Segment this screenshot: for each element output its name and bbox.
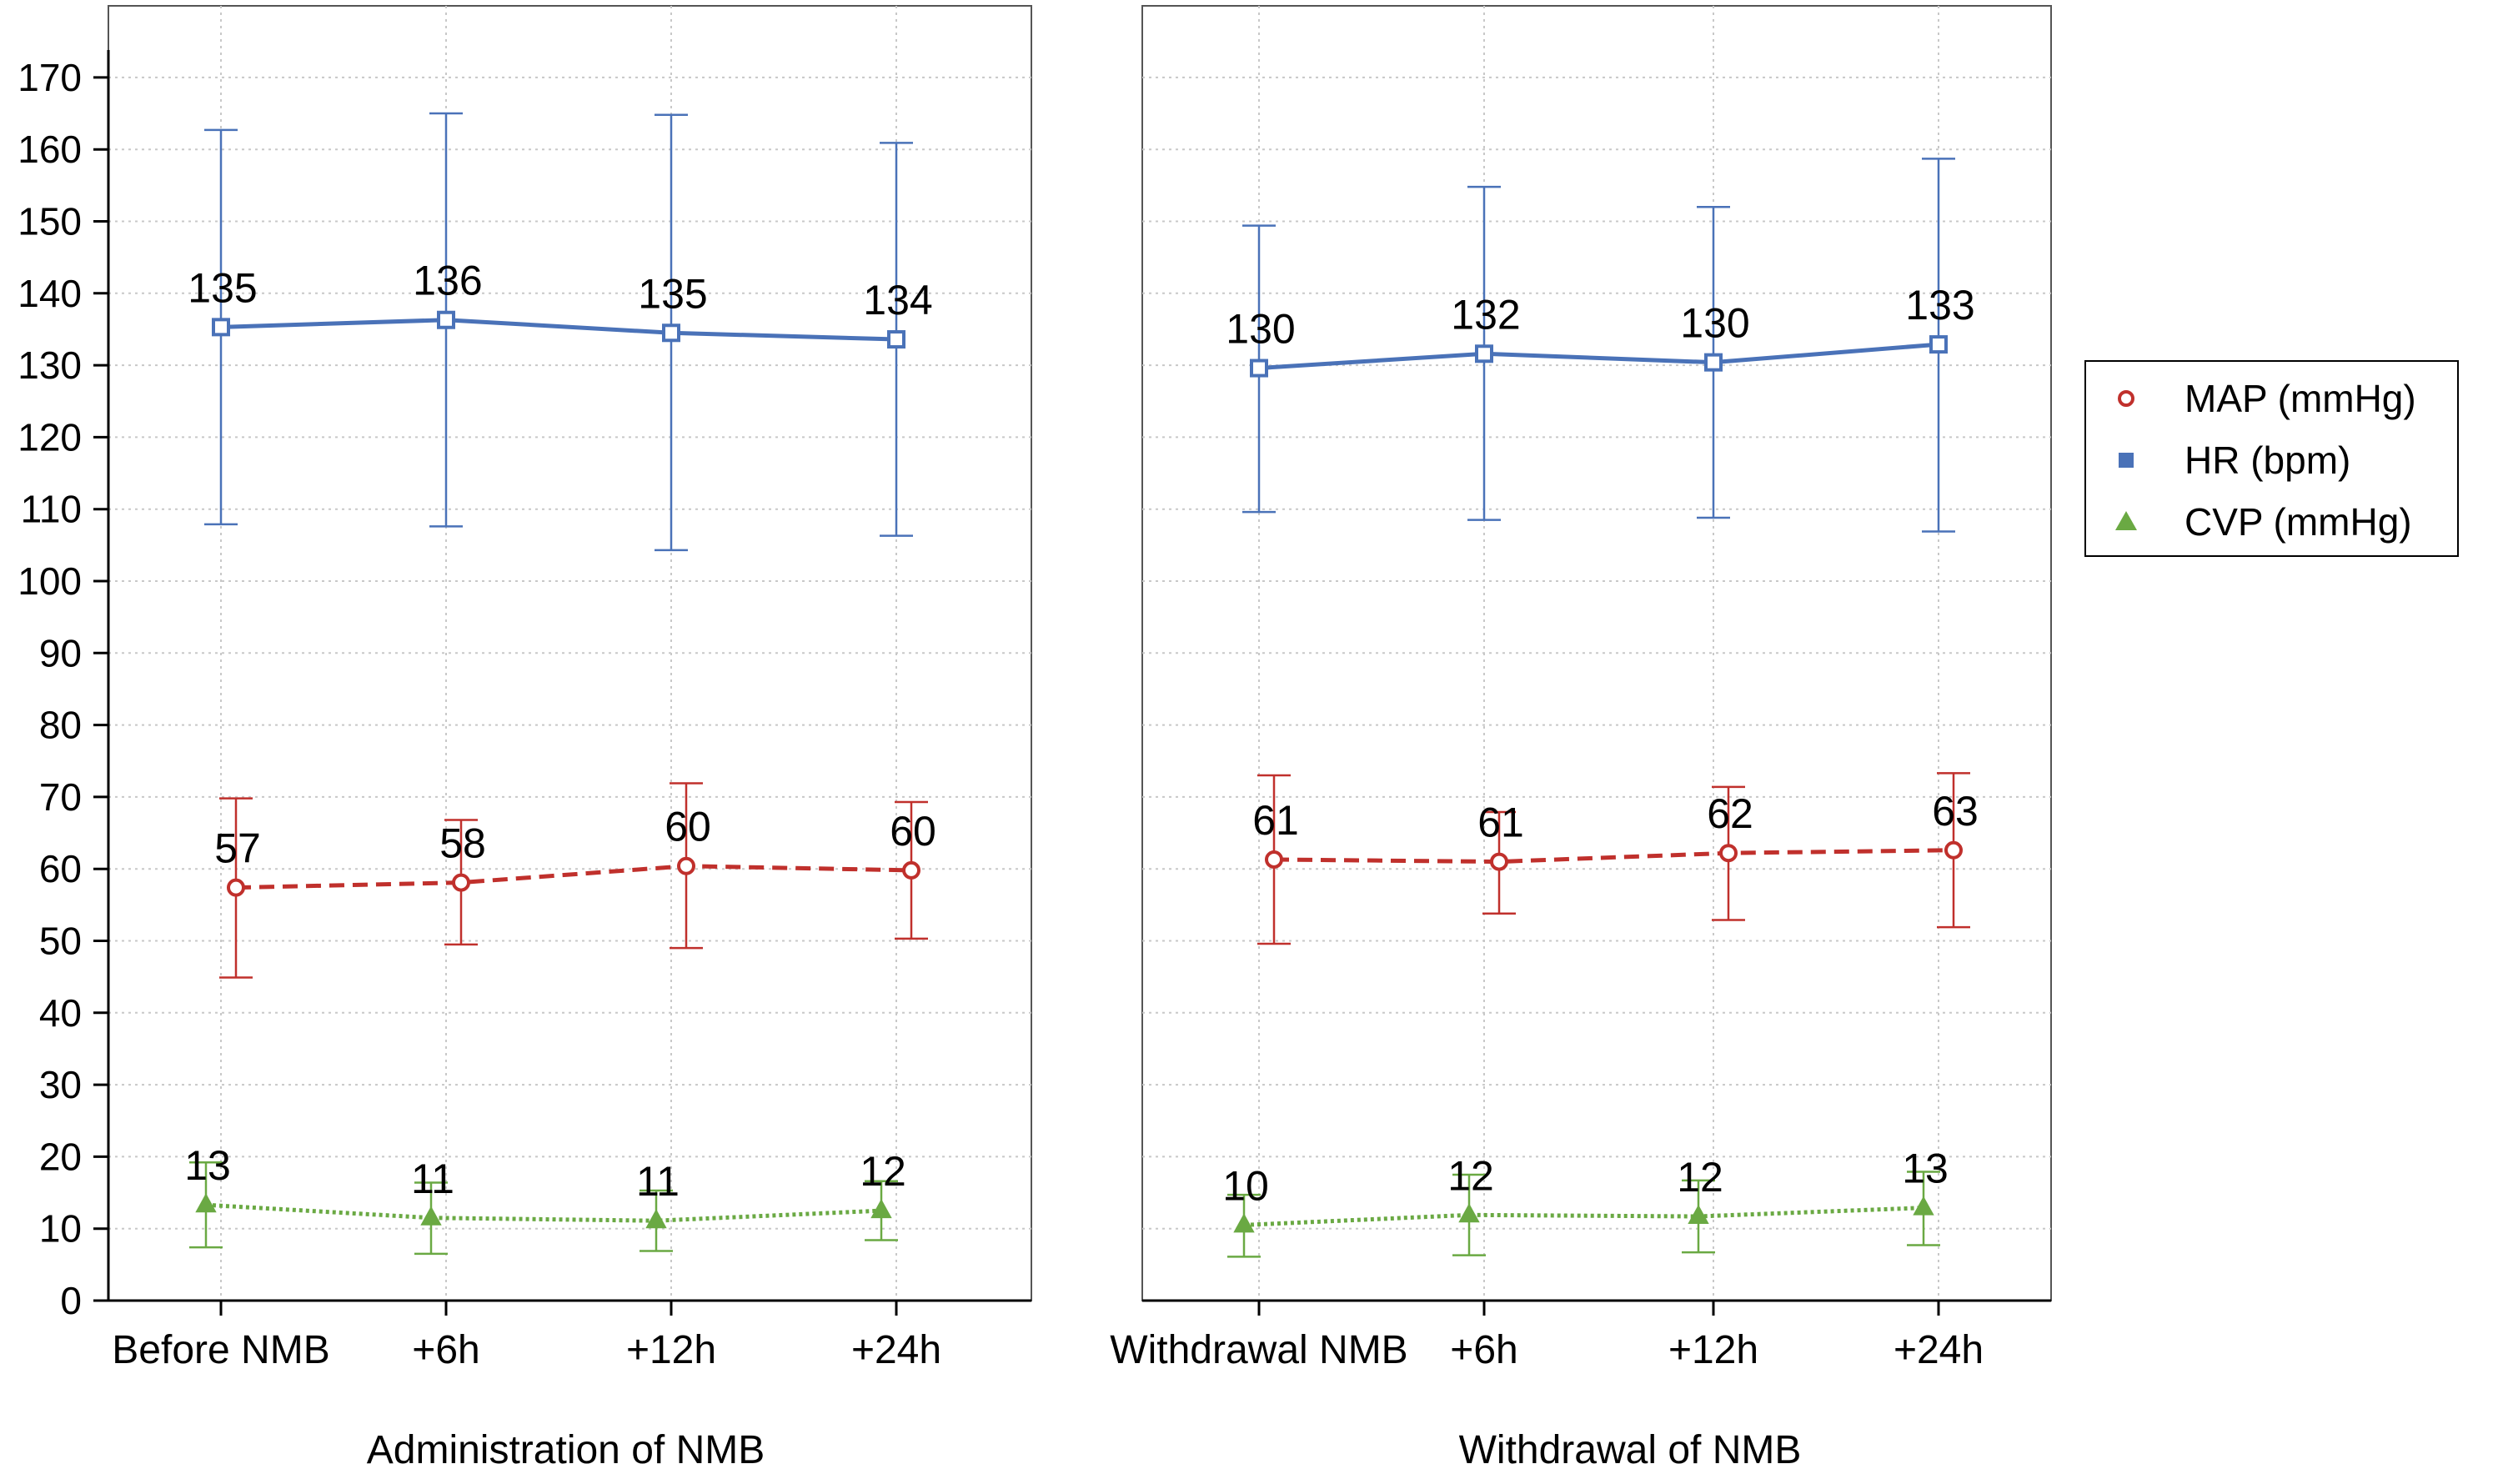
data-point	[1250, 358, 1268, 378]
series-line	[205, 1202, 882, 1223]
data-point	[1929, 335, 1948, 354]
y-tick-label: 110	[21, 488, 82, 531]
series-lines	[205, 318, 1954, 1227]
y-tick-label: 90	[39, 631, 82, 674]
x-tick-label: Before NMB	[112, 1328, 329, 1372]
data-point	[1490, 852, 1508, 871]
y-tick-label: 60	[39, 847, 82, 890]
legend-label: HR (bpm)	[2184, 439, 2351, 482]
data-label: 58	[439, 820, 486, 867]
data-point	[1704, 353, 1723, 372]
data-label: 13	[1902, 1146, 1949, 1192]
series-line	[1258, 342, 1939, 371]
data-label: 61	[1252, 797, 1299, 844]
panel-axis-labels: Administration of NMB Withdrawal of NMB	[367, 1428, 1802, 1472]
data-label: 130	[1226, 306, 1295, 353]
data-label: 57	[214, 825, 261, 872]
y-tick-label: 120	[18, 415, 82, 459]
series-line	[1273, 848, 1954, 865]
circle-marker-icon	[2118, 390, 2134, 407]
data-label: 134	[863, 277, 932, 323]
x-tick-label: Withdrawal NMB	[1110, 1328, 1407, 1372]
series-line	[1243, 1206, 1924, 1227]
y-tick-label: 40	[39, 991, 82, 1035]
data-label: 60	[890, 808, 936, 855]
data-point	[195, 1193, 217, 1213]
data-label: 12	[1447, 1152, 1494, 1199]
x-tick-label: +6h	[1450, 1328, 1517, 1372]
data-label: 62	[1707, 790, 1753, 837]
panel-axis-label: Withdrawal of NMB	[1459, 1428, 1802, 1472]
gridlines	[108, 6, 2051, 1301]
data-label: 63	[1932, 788, 1979, 835]
data-point	[870, 1199, 892, 1219]
data-point	[1475, 344, 1493, 363]
series-line	[220, 318, 897, 342]
x-tick-label: +12h	[1668, 1328, 1758, 1372]
y-axis: 0 10 20 30 40 50 60 70 80 90 100 110 120 130 140 150 160…	[18, 50, 110, 1322]
x-tick-label: +24h	[851, 1328, 941, 1372]
data-label: 12	[860, 1148, 906, 1195]
data-point	[1233, 1213, 1255, 1233]
triangle-marker-icon	[2115, 511, 2137, 530]
y-tick-label: 50	[39, 920, 82, 963]
data-label: 136	[413, 258, 482, 304]
y-tick-label: 80	[39, 704, 82, 747]
data-point	[227, 878, 245, 897]
data-point	[887, 330, 905, 349]
y-tick-label: 70	[39, 775, 82, 819]
data-point	[662, 323, 680, 343]
data-point	[677, 856, 695, 875]
legend-label: MAP (mmHg)	[2184, 377, 2416, 420]
y-tick-label: 150	[18, 200, 82, 243]
y-tick-label: 10	[39, 1207, 82, 1251]
x-tick-label: +6h	[412, 1328, 479, 1372]
data-label: 135	[638, 270, 707, 317]
data-label: 60	[665, 804, 711, 850]
data-label: 12	[1677, 1154, 1723, 1201]
panel-frames	[108, 5, 2052, 1301]
x-axis: Before NMB +6h +12h +24h Withdrawal NMB +6h +1…	[108, 1299, 2051, 1372]
data-label: 11	[636, 1158, 680, 1205]
data-point	[902, 860, 920, 880]
data-points	[195, 310, 1963, 1233]
data-point	[1688, 1204, 1709, 1225]
panel-axis-label: Administration of NMB	[367, 1428, 765, 1472]
data-label: 10	[1222, 1162, 1269, 1209]
y-tick-label: 140	[18, 272, 82, 315]
data-point	[1719, 844, 1738, 863]
data-label: 132	[1451, 291, 1520, 338]
data-point	[452, 873, 470, 892]
data-point	[1265, 850, 1283, 869]
data-labels: 57 58 60 60 61 61 62 63 135 136 135 134 130 132 130 133…	[184, 258, 1979, 1210]
y-tick-label: 130	[18, 343, 82, 387]
data-label: 130	[1680, 300, 1749, 347]
series-line	[235, 864, 912, 890]
y-tick-label: 20	[39, 1135, 82, 1178]
y-tick-label: 160	[18, 128, 82, 171]
legend-label: CVP (mmHg)	[2184, 500, 2412, 544]
data-label: 11	[411, 1156, 454, 1202]
data-point	[212, 318, 230, 337]
data-label: 133	[1905, 282, 1974, 328]
data-point	[437, 310, 455, 329]
data-label: 13	[184, 1142, 231, 1189]
x-tick-label: +24h	[1894, 1328, 1984, 1372]
data-label: 135	[188, 264, 257, 311]
data-point	[645, 1209, 667, 1229]
y-tick-label: 170	[18, 56, 82, 99]
legend: MAP (mmHg) HR (bpm) CVP (mmHg)	[2084, 360, 2459, 557]
x-tick-label: +12h	[626, 1328, 716, 1372]
data-point	[1944, 840, 1963, 860]
y-tick-label: 0	[60, 1279, 82, 1322]
y-tick-label: 100	[18, 559, 82, 603]
square-marker-icon	[2119, 453, 2134, 468]
y-tick-label: 30	[39, 1063, 82, 1106]
data-point	[1913, 1196, 1934, 1216]
data-point	[1458, 1203, 1480, 1223]
data-point	[420, 1206, 442, 1226]
data-label: 61	[1477, 800, 1524, 846]
